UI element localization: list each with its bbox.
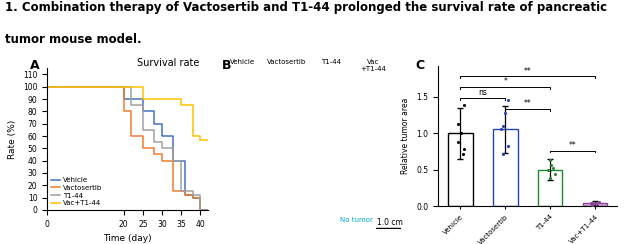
Point xyxy=(498,152,508,155)
Point xyxy=(454,122,464,126)
Legend: Vehicle, Vactosertib, T1-44, Vac+T1-44: Vehicle, Vactosertib, T1-44, Vac+T1-44 xyxy=(51,177,103,206)
Point xyxy=(458,152,468,155)
Text: 1.0 cm: 1.0 cm xyxy=(377,218,403,227)
Point xyxy=(594,200,604,204)
Bar xyxy=(583,203,607,206)
Text: B: B xyxy=(222,59,231,71)
Point xyxy=(503,144,513,148)
Point xyxy=(543,168,553,172)
Text: A: A xyxy=(30,59,40,71)
X-axis label: Time (day): Time (day) xyxy=(103,234,152,243)
Text: Vactosertib: Vactosertib xyxy=(267,59,306,65)
Point xyxy=(459,103,469,107)
Text: Survival rate: Survival rate xyxy=(137,58,200,68)
Point xyxy=(591,201,601,205)
Point xyxy=(500,111,510,115)
Text: Vehicle: Vehicle xyxy=(230,59,255,65)
Point xyxy=(547,166,558,170)
Point xyxy=(456,131,466,135)
Bar xyxy=(493,130,517,206)
Point xyxy=(549,172,559,176)
Point xyxy=(453,140,463,144)
Point xyxy=(546,163,556,167)
Bar xyxy=(538,170,563,206)
Text: tumor mouse model.: tumor mouse model. xyxy=(5,33,142,46)
Point xyxy=(545,176,555,180)
Point xyxy=(459,147,469,151)
Text: **: ** xyxy=(569,141,576,150)
Point xyxy=(586,201,596,205)
Text: **: ** xyxy=(524,99,532,108)
Point xyxy=(587,201,597,204)
Text: T1-44: T1-44 xyxy=(321,59,341,65)
Text: Vac
+T1-44: Vac +T1-44 xyxy=(360,59,386,71)
Text: *: * xyxy=(503,78,507,86)
Point xyxy=(591,202,601,206)
Text: 1. Combination therapy of Vactosertib and T1-44 prolonged the survival rate of p: 1. Combination therapy of Vactosertib an… xyxy=(5,1,607,14)
Point xyxy=(587,203,597,207)
Point xyxy=(503,98,513,102)
Text: C: C xyxy=(416,59,425,71)
Y-axis label: Relative tumor area: Relative tumor area xyxy=(401,98,411,174)
Y-axis label: Rate (%): Rate (%) xyxy=(8,120,18,159)
Text: **: ** xyxy=(524,67,532,76)
Point xyxy=(496,128,506,132)
Bar xyxy=(448,133,472,206)
Text: ns: ns xyxy=(478,88,487,97)
Point xyxy=(544,158,554,162)
Text: No tumor: No tumor xyxy=(340,217,372,223)
Point xyxy=(498,124,508,128)
